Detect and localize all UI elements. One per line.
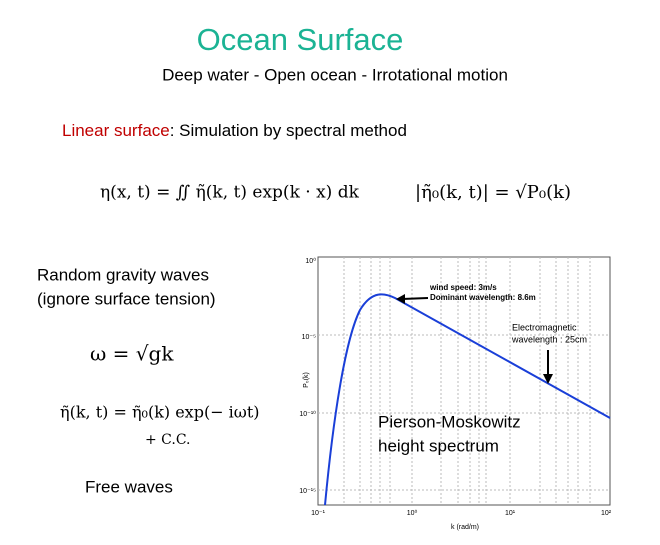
grid — [318, 257, 610, 505]
note: Random gravity waves — [37, 265, 209, 284]
y-tick-label: 10⁰ — [305, 257, 316, 265]
x-tick-label: 10¹ — [505, 510, 516, 517]
section: Linear surface: Simulation by spectral m… — [62, 121, 407, 140]
subtitle: Deep water - Open ocean - Irrotational m… — [162, 65, 508, 84]
section-rest: : Simulation by spectral method — [170, 121, 407, 140]
note: Free waves — [85, 477, 173, 496]
annotation: height spectrum — [378, 436, 499, 455]
y-tick-label: 10⁻¹⁰ — [299, 410, 316, 418]
equation: + C.C. — [145, 432, 191, 448]
annotation: Electromagnetic — [512, 322, 577, 332]
arrow-head — [396, 294, 405, 304]
equation: η(x, t) = ∬ η̃(k, t) exp(k · x) dk — [100, 183, 360, 203]
plot: 10⁰ 10⁻⁵ 10⁻¹⁰ 10⁻¹⁵ 10⁻¹ 10⁰ 10¹ 10² k … — [299, 256, 612, 531]
arrow-head — [543, 374, 553, 384]
x-tick-label: 10⁰ — [407, 509, 418, 517]
equation: |η̃₀(k, t)| = √P₀(k) — [415, 182, 571, 203]
y-tick-label: 10⁻¹⁵ — [299, 488, 316, 495]
equation: η̃(k, t) = η̃₀(k) exp(− iωt) — [60, 403, 260, 422]
note: (ignore surface tension) — [37, 289, 216, 308]
x-tick-label: 10² — [601, 510, 612, 517]
arrow — [401, 297, 429, 300]
x-axis-label: k (rad/m) — [451, 524, 479, 531]
plot-frame — [317, 256, 611, 506]
equation: ω = √gk — [90, 342, 174, 366]
x-tick-label: 10⁻¹ — [311, 510, 325, 517]
annotation: wavelength : 25cm — [511, 334, 587, 344]
annotation: Pierson-Moskowitz — [378, 412, 521, 431]
title: Ocean Surface — [197, 22, 404, 57]
annotation: wind speed: 3m/s — [429, 283, 497, 292]
annotation: Dominant wavelength: 8.6m — [430, 293, 536, 302]
y-axis-label: P₀(k) — [303, 372, 310, 388]
section-label: Linear surface — [62, 121, 170, 140]
spectrum-curve — [324, 293, 611, 506]
y-tick-label: 10⁻⁵ — [302, 334, 316, 341]
